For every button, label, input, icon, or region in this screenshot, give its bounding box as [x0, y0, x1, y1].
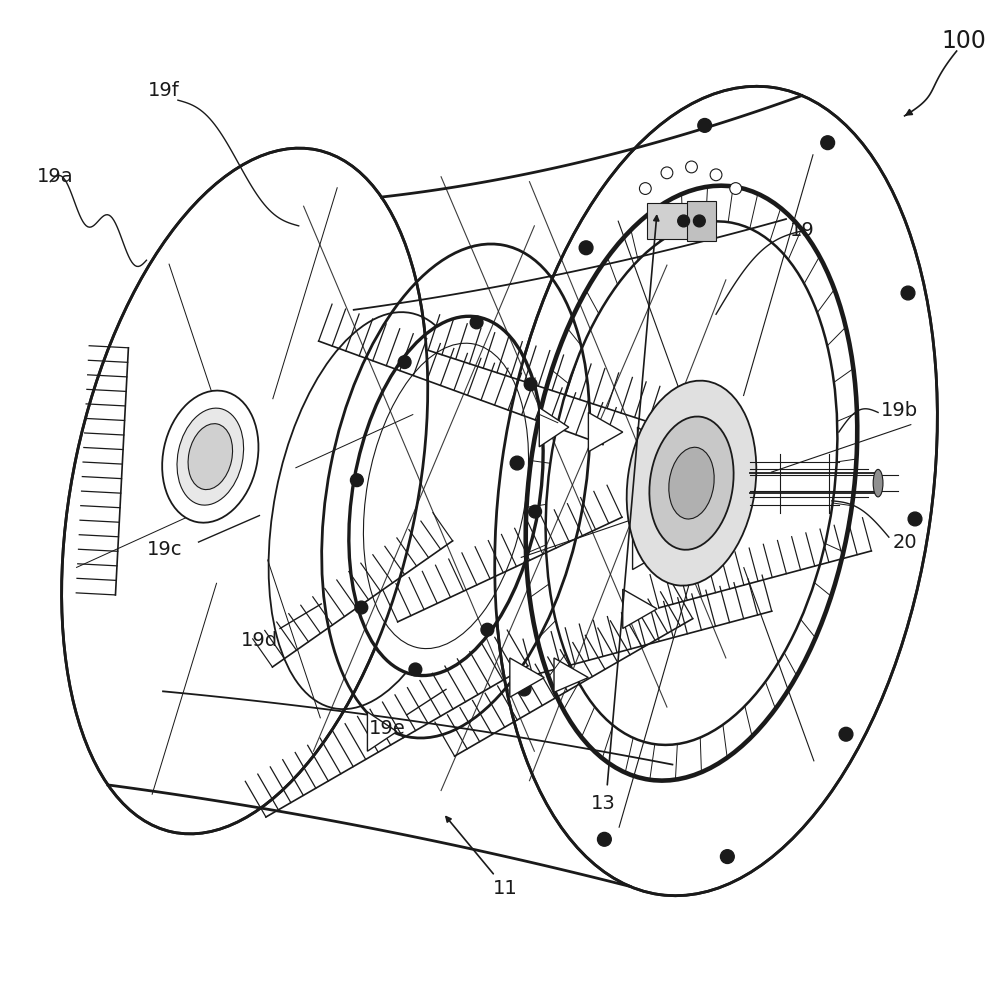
Ellipse shape — [349, 316, 543, 676]
Polygon shape — [623, 589, 657, 628]
Text: 19b: 19b — [881, 401, 918, 420]
Circle shape — [821, 136, 835, 149]
Circle shape — [686, 161, 697, 173]
Text: 100: 100 — [941, 29, 986, 53]
Circle shape — [639, 183, 651, 194]
Circle shape — [720, 849, 734, 863]
Circle shape — [730, 183, 742, 194]
Circle shape — [678, 215, 690, 227]
Circle shape — [529, 506, 541, 518]
Circle shape — [350, 473, 363, 486]
Polygon shape — [367, 712, 397, 751]
Circle shape — [698, 119, 712, 133]
Circle shape — [598, 833, 611, 846]
Text: 19: 19 — [790, 221, 815, 241]
Ellipse shape — [669, 447, 714, 519]
Ellipse shape — [495, 86, 937, 896]
Circle shape — [409, 663, 422, 676]
Circle shape — [661, 167, 673, 179]
Text: 19e: 19e — [369, 719, 405, 738]
Circle shape — [481, 624, 494, 636]
Ellipse shape — [162, 391, 258, 522]
Text: 19d: 19d — [241, 630, 278, 650]
Bar — [647, 203, 691, 239]
Circle shape — [839, 728, 853, 741]
Polygon shape — [588, 412, 623, 452]
Ellipse shape — [188, 423, 233, 490]
Ellipse shape — [873, 469, 883, 497]
Text: 20: 20 — [893, 532, 917, 552]
Text: 19c: 19c — [146, 540, 182, 560]
Circle shape — [517, 682, 531, 696]
Text: 19a: 19a — [36, 167, 73, 187]
Text: 13: 13 — [591, 793, 615, 813]
Ellipse shape — [649, 416, 734, 550]
Polygon shape — [637, 427, 667, 466]
Circle shape — [355, 601, 368, 614]
Ellipse shape — [62, 148, 428, 834]
Circle shape — [901, 286, 915, 300]
Polygon shape — [539, 408, 569, 447]
Polygon shape — [510, 658, 544, 697]
Circle shape — [710, 169, 722, 181]
Circle shape — [908, 512, 922, 525]
Circle shape — [579, 241, 593, 254]
Circle shape — [510, 457, 524, 470]
Bar — [687, 201, 716, 241]
Circle shape — [470, 316, 483, 329]
Circle shape — [693, 215, 705, 227]
Polygon shape — [554, 658, 588, 692]
Ellipse shape — [177, 409, 244, 505]
Text: 19f: 19f — [148, 81, 180, 100]
Text: 11: 11 — [493, 879, 517, 899]
Circle shape — [524, 378, 537, 391]
Circle shape — [398, 355, 411, 368]
Polygon shape — [633, 530, 667, 570]
Ellipse shape — [627, 381, 756, 585]
